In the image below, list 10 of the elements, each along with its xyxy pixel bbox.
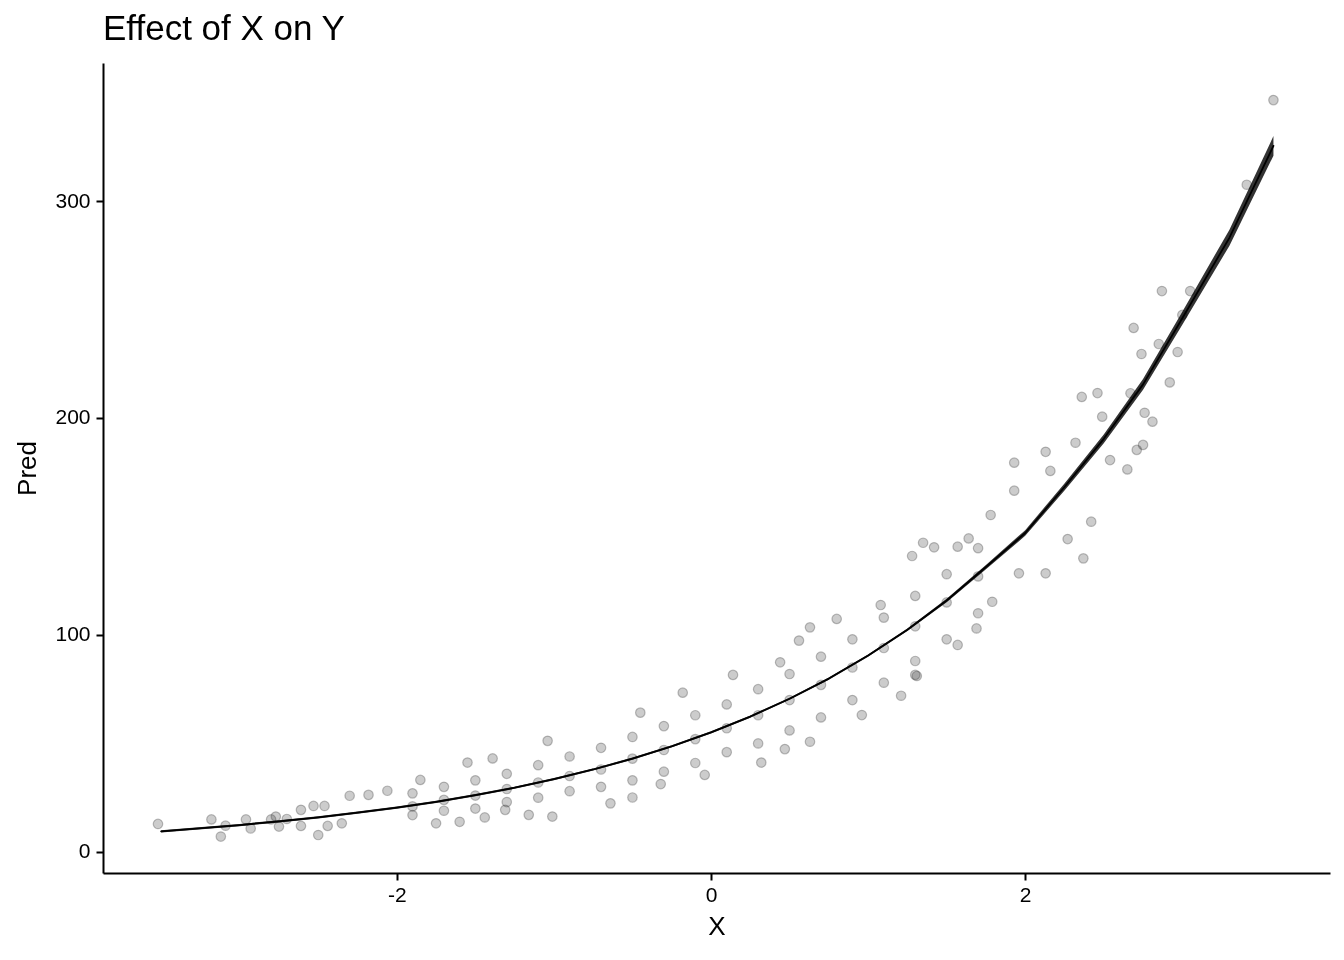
y-tick-label: 200 [55,405,91,429]
y-tick-label: 0 [78,839,91,863]
y-axis-title: Pred [12,441,43,496]
y-tick-label: 100 [55,622,91,646]
x-tick-label: 0 [705,882,718,906]
y-tick-label: 300 [55,188,91,212]
x-tick-label: -2 [387,882,407,906]
chart-title: Effect of X on Y [103,8,345,47]
x-tick-label: 2 [1019,882,1032,906]
x-axis-title: X [708,910,726,941]
